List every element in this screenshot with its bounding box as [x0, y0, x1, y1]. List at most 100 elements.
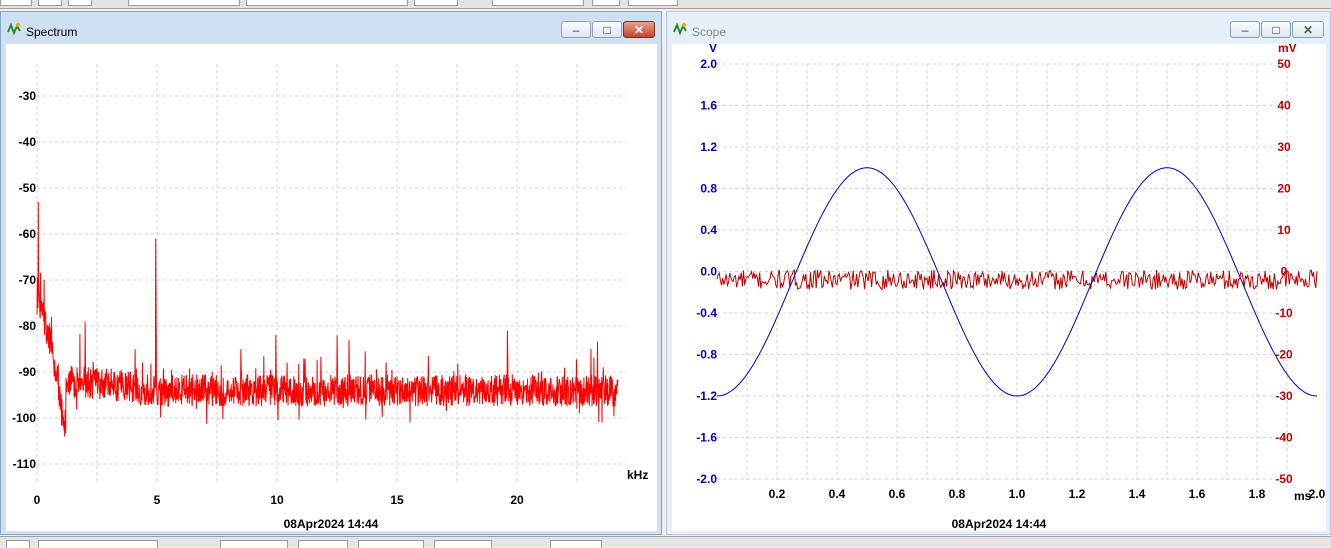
scope-x-tick-label: 1.6 — [1189, 487, 1206, 501]
scope-left-tick-label: 1.2 — [700, 140, 717, 154]
scope-x-tick-label: 1.8 — [1249, 487, 1266, 501]
toolbar-button[interactable] — [0, 0, 32, 6]
spectrum-y-tick-label: -70 — [19, 273, 37, 287]
toolbar-button[interactable] — [38, 0, 62, 6]
close-button[interactable]: ✕ — [623, 21, 655, 38]
scope-chart[interactable]: 2.0 1.6 1.2 0.8 0.4 0.0 -0.4 -0.8 -1.2 -1.6 -2.0 5… — [672, 41, 1326, 531]
spectrum-y-axis: -30 -40 -50 -60 -70 -80 -90 -100 -110 — [12, 89, 36, 471]
scope-left-tick-label: -1.2 — [696, 389, 717, 403]
toolbar-strip-top — [0, 0, 1331, 9]
spectrum-timestamp: 08Apr2024 14:44 — [284, 517, 379, 531]
app-waveform-icon — [7, 22, 21, 36]
close-icon: ✕ — [1302, 22, 1314, 37]
scope-left-tick-label: 2.0 — [700, 57, 717, 71]
maximize-button[interactable]: □ — [592, 21, 622, 38]
scope-right-tick-label: 20 — [1277, 182, 1291, 196]
scope-x-tick-label: 0.2 — [769, 487, 786, 501]
spectrum-y-tick-label: -90 — [19, 365, 37, 379]
scope-grid — [717, 63, 1288, 480]
toolbar-field[interactable] — [628, 0, 678, 6]
scope-titlebar[interactable]: Scope ‒ □ ✕ — [667, 12, 1330, 42]
toolbar-field[interactable] — [492, 0, 584, 6]
spectrum-x-axis: 0 5 10 15 20 — [34, 493, 524, 507]
spectrum-y-tick-label: -40 — [19, 135, 37, 149]
scope-x-tick-label: 0.6 — [889, 487, 906, 501]
spectrum-x-tick-label: 0 — [34, 493, 41, 507]
scope-right-tick-label: -40 — [1275, 431, 1293, 445]
spectrum-x-tick-label: 20 — [510, 493, 524, 507]
restore-icon: □ — [603, 22, 611, 37]
spectrum-window[interactable]: Spectrum ‒ □ ✕ -30 -40 -50 -60 -70 -80 -90 -100… — [0, 11, 662, 535]
scope-right-tick-label: 0 — [1281, 265, 1288, 279]
spectrum-trace — [36, 201, 619, 437]
scope-left-tick-label: 0.0 — [700, 265, 717, 279]
scope-left-tick-label: -0.8 — [696, 348, 717, 362]
scope-left-unit: V — [709, 44, 717, 55]
toolbar-field[interactable] — [128, 0, 240, 6]
status-field[interactable] — [358, 540, 424, 548]
spectrum-y-tick-label: -60 — [19, 227, 37, 241]
scope-x-axis: 0.2 0.4 0.6 0.8 1.0 1.2 1.4 1.6 1.8 2.0 — [769, 487, 1326, 501]
scope-right-tick-label: -10 — [1275, 306, 1293, 320]
scope-x-tick-label: 2.0 — [1309, 487, 1326, 501]
spectrum-x-tick-label: 10 — [270, 493, 284, 507]
scope-x-tick-label: 1.0 — [1009, 487, 1026, 501]
scope-left-tick-label: -1.6 — [696, 431, 717, 445]
app-waveform-icon — [673, 22, 687, 36]
close-button[interactable]: ✕ — [1292, 21, 1324, 38]
scope-right-tick-label: -20 — [1275, 348, 1293, 362]
minimize-button[interactable]: ‒ — [561, 21, 591, 38]
spectrum-y-tick-label: -30 — [19, 89, 37, 103]
scope-right-tick-label: 50 — [1277, 57, 1291, 71]
spectrum-x-tick-label: 5 — [154, 493, 161, 507]
scope-right-tick-label: -50 — [1275, 472, 1293, 486]
spectrum-plot-area[interactable]: -30 -40 -50 -60 -70 -80 -90 -100 -110 0 5 10 15 20 k… — [6, 44, 657, 531]
scope-right-tick-label: 30 — [1277, 140, 1291, 154]
spectrum-titlebar[interactable]: Spectrum ‒ □ ✕ — [1, 12, 661, 42]
status-strip-bottom — [0, 536, 1331, 548]
toolbar-field[interactable] — [414, 0, 458, 6]
scope-x-tick-label: 1.4 — [1129, 487, 1146, 501]
scope-left-axis: 2.0 1.6 1.2 0.8 0.4 0.0 -0.4 -0.8 -1.2 -1.6 -2.0 — [696, 57, 717, 486]
status-field[interactable] — [550, 540, 602, 548]
restore-icon: □ — [1272, 22, 1280, 37]
spectrum-title: Spectrum — [26, 25, 78, 39]
scope-x-tick-label: 0.4 — [829, 487, 846, 501]
status-field[interactable] — [298, 540, 348, 548]
status-field[interactable] — [434, 540, 492, 548]
spectrum-y-tick-label: -100 — [12, 411, 36, 425]
spectrum-y-tick-label: -80 — [19, 319, 37, 333]
spectrum-x-tick-label: 15 — [390, 493, 404, 507]
scope-plot-area[interactable]: 2.0 1.6 1.2 0.8 0.4 0.0 -0.4 -0.8 -1.2 -1.6 -2.0 5… — [672, 41, 1326, 531]
scope-right-tick-label: 10 — [1277, 223, 1291, 237]
spectrum-y-tick-label: -110 — [13, 457, 37, 471]
spectrum-x-unit: kHz — [627, 468, 648, 482]
toolbar-button[interactable] — [68, 0, 92, 6]
scope-x-unit: ms — [1294, 489, 1312, 503]
maximize-button[interactable]: □ — [1261, 21, 1291, 38]
toolbar-field[interactable] — [592, 0, 620, 6]
scope-sine-line — [716, 167, 1318, 397]
scope-right-axis: 50 40 30 20 10 0 -10 -20 -30 -40 -50 — [1275, 57, 1293, 486]
scope-title: Scope — [692, 25, 727, 39]
minimize-icon: ‒ — [1241, 22, 1249, 37]
spectrum-y-tick-label: -50 — [19, 181, 37, 195]
scope-trace-channel-b — [716, 268, 1318, 291]
scope-right-tick-label: 40 — [1277, 99, 1291, 113]
spectrum-chart[interactable]: -30 -40 -50 -60 -70 -80 -90 -100 -110 0 5 10 15 20 k… — [6, 44, 657, 531]
scope-x-tick-label: 1.2 — [1069, 487, 1086, 501]
status-field[interactable] — [38, 540, 158, 548]
scope-right-unit: mV — [1278, 44, 1297, 55]
close-icon: ✕ — [633, 22, 645, 37]
status-button[interactable] — [6, 540, 30, 548]
scope-noise-line — [716, 268, 1318, 291]
minimize-button[interactable]: ‒ — [1230, 21, 1260, 38]
scope-left-tick-label: -0.4 — [696, 306, 717, 320]
scope-x-tick-label: 0.8 — [949, 487, 966, 501]
scope-left-tick-label: -2.0 — [696, 472, 717, 486]
toolbar-field[interactable] — [246, 0, 408, 6]
scope-window[interactable]: Scope ‒ □ ✕ 2.0 1.6 1.2 0.8 0.4 0.0 -0.4 -0.8 -1… — [666, 11, 1331, 535]
status-field[interactable] — [220, 540, 288, 548]
scope-left-tick-label: 1.6 — [700, 99, 717, 113]
scope-trace-channel-a — [716, 167, 1318, 397]
